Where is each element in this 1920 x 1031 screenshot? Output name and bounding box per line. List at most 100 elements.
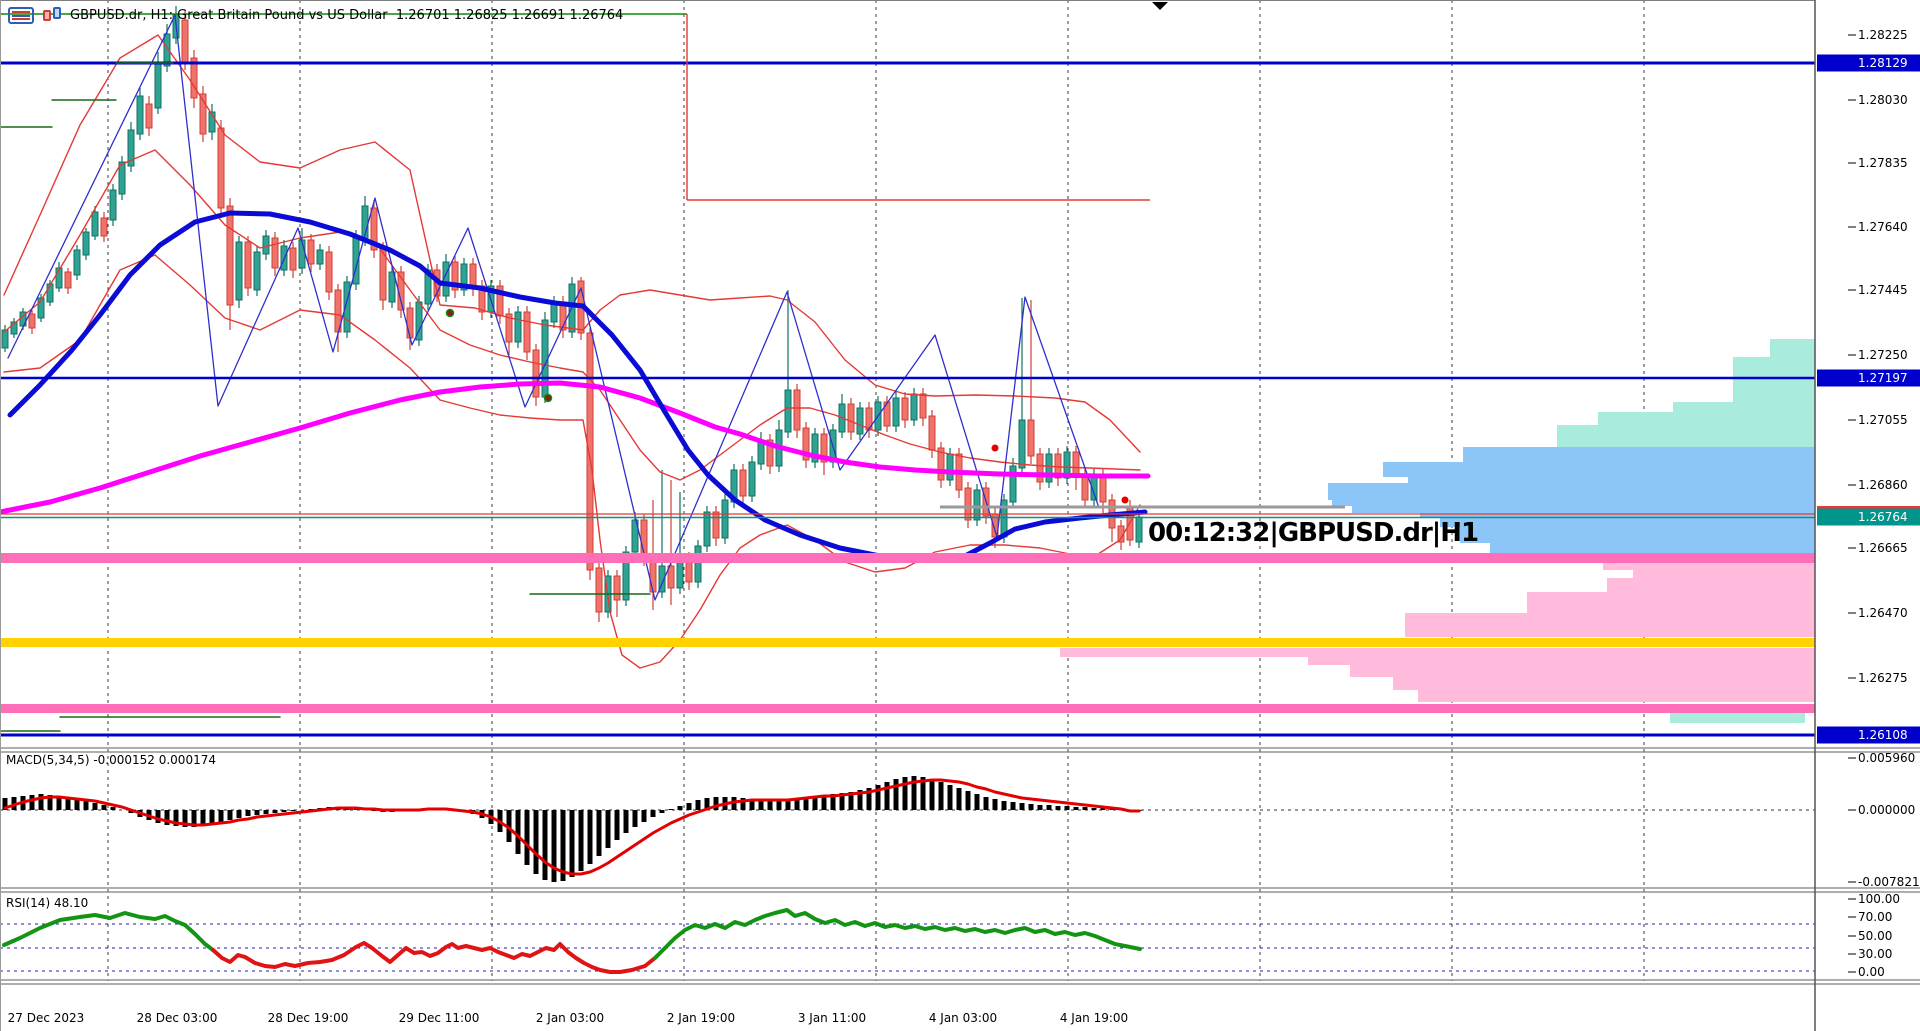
- rsi-line: [2, 911, 215, 952]
- candle-body: [100, 217, 108, 237]
- macd-histogram-bar: [1037, 805, 1043, 810]
- candle-body: [73, 249, 81, 276]
- candle-body: [343, 281, 351, 333]
- macd-histogram-bar: [290, 810, 296, 811]
- macd-histogram-bar: [902, 777, 908, 810]
- candle-body: [496, 285, 504, 317]
- macd-histogram-bar: [569, 810, 575, 877]
- volume-profile-row: [1673, 402, 1815, 412]
- candle-body: [145, 103, 153, 129]
- candle-body: [676, 559, 684, 589]
- macd-histogram-bar: [1019, 803, 1025, 810]
- bollinger-middle-band: [3, 149, 1141, 481]
- volume-profile-row: [1527, 592, 1815, 613]
- macd-histogram-bar: [758, 800, 764, 810]
- macd-histogram-bar: [1046, 805, 1052, 810]
- candle-body: [136, 95, 144, 135]
- candle-body: [28, 313, 36, 329]
- symbol-info: GBPUSD.dr, H1: Great Britain Pound vs US…: [70, 8, 388, 23]
- macd-histogram-bar: [38, 794, 44, 810]
- time-axis-label: 27 Dec 2023: [8, 1011, 85, 1025]
- macd-histogram-bar: [173, 810, 179, 826]
- candle-body: [127, 129, 135, 167]
- candle-body: [514, 311, 522, 343]
- candle-body: [532, 349, 540, 398]
- macd-histogram-bar: [803, 797, 809, 810]
- candle-body: [703, 511, 711, 547]
- price-highlight-label: 1.27197: [1858, 371, 1908, 385]
- candle-body: [721, 499, 729, 539]
- price-axis-label: 1.26860: [1858, 478, 1908, 492]
- candle-body: [748, 461, 756, 497]
- candle-body: [217, 127, 225, 209]
- chart-list-icon[interactable]: [8, 7, 34, 24]
- candle-body: [190, 57, 198, 99]
- candle-body: [181, 19, 189, 63]
- macd-histogram-bar: [47, 795, 53, 810]
- candle-body: [1036, 453, 1044, 483]
- macd-histogram-bar: [812, 796, 818, 810]
- candle-body: [1135, 516, 1143, 543]
- price-axis-label: 1.26275: [1858, 671, 1908, 685]
- candle-body: [316, 249, 324, 265]
- volume-profile-row: [1460, 527, 1815, 543]
- macd-histogram-bar: [929, 779, 935, 810]
- candle-body: [82, 231, 90, 256]
- candle-body: [658, 565, 666, 593]
- candle-body: [901, 397, 909, 421]
- volume-profile-row: [1770, 339, 1815, 357]
- macd-histogram-bar: [74, 799, 80, 810]
- rsi-line: [211, 941, 657, 974]
- time-axis-zone[interactable]: [0, 1000, 1815, 1031]
- price-axis-label: 1.28225: [1858, 28, 1908, 42]
- macd-histogram-bar: [281, 810, 287, 812]
- macd-histogram-bar: [191, 810, 197, 827]
- price-axis-label: 1.27250: [1858, 348, 1908, 362]
- bollinger-lower-band: [3, 254, 1141, 669]
- macd-histogram-bar: [821, 795, 827, 810]
- candle-body: [1072, 451, 1080, 477]
- macd-indicator-label: MACD(5,34,5) -0.000152 0.000174: [6, 753, 216, 767]
- candle-body: [613, 575, 621, 601]
- price-label-stripe: [1817, 506, 1920, 509]
- ohlc-values: 1.26701 1.26825 1.26691 1.26764: [395, 8, 624, 23]
- macd-histogram-bar: [101, 805, 107, 810]
- candle-body: [451, 261, 459, 291]
- candle-body: [685, 559, 693, 583]
- volume-profile-row: [1670, 713, 1805, 723]
- rsi-axis-label: 0.00: [1858, 965, 1885, 979]
- candle-body: [739, 469, 747, 497]
- macd-signal-line: [3, 778, 1141, 876]
- macd-histogram-bar: [200, 810, 206, 826]
- macd-histogram-bar: [542, 810, 548, 880]
- price-highlight-box: [1817, 508, 1920, 526]
- price-axis-label: 1.28030: [1858, 93, 1908, 107]
- candle-body: [964, 487, 972, 521]
- macd-histogram-bar: [785, 799, 791, 810]
- macd-histogram-bar: [1001, 801, 1007, 810]
- candle-body: [55, 267, 63, 289]
- icon-candle-blue: [53, 7, 61, 19]
- candle-body: [856, 407, 864, 435]
- macd-histogram-bar: [1028, 804, 1034, 810]
- macd-histogram-bar: [272, 810, 278, 813]
- macd-histogram-bar: [749, 799, 755, 810]
- candle-body: [64, 271, 72, 289]
- candle-body: [802, 427, 810, 461]
- price-highlight-label: 1.26108: [1858, 728, 1908, 742]
- macd-histogram-bar: [713, 797, 719, 810]
- macd-histogram-bar: [524, 810, 530, 865]
- price-axis-zone[interactable]: [1815, 0, 1920, 1031]
- candle-body: [1027, 419, 1035, 457]
- macd-histogram-bar: [515, 810, 521, 854]
- candle-body: [91, 211, 99, 237]
- volume-profile-row: [1408, 477, 1815, 483]
- bar-chart-icon[interactable]: [42, 7, 64, 24]
- macd-histogram-bar: [551, 810, 557, 882]
- macd-histogram-bar: [884, 782, 890, 810]
- macd-histogram-bar: [1100, 808, 1106, 810]
- volume-profile-row: [1405, 613, 1815, 637]
- candle-body: [226, 205, 234, 306]
- volume-profile-row: [1060, 648, 1815, 657]
